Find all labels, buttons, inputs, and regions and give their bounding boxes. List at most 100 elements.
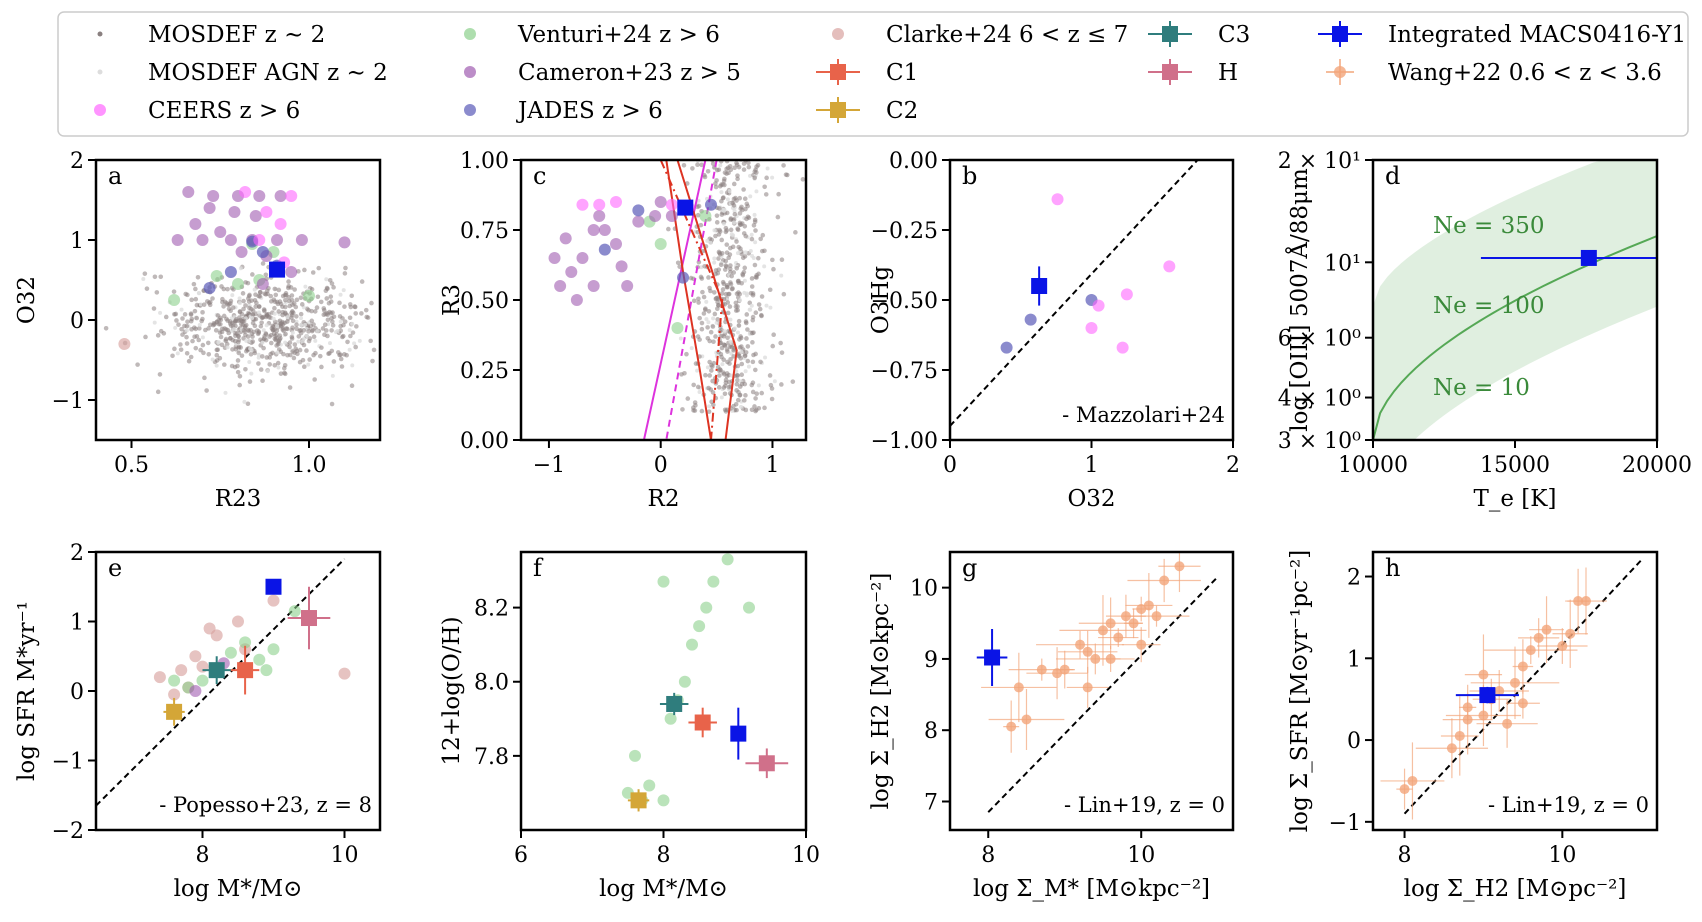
cameron-point bbox=[587, 224, 600, 236]
mosdef-point bbox=[193, 296, 199, 302]
mosdef-point bbox=[735, 373, 740, 378]
mosdef-point bbox=[733, 300, 739, 306]
mosdef-point bbox=[729, 273, 734, 279]
mosdef-point bbox=[746, 160, 751, 166]
cameron-point bbox=[654, 196, 667, 208]
mosdef-point bbox=[222, 362, 227, 367]
mosdef-point bbox=[706, 275, 711, 280]
mosdef-point bbox=[721, 178, 727, 184]
mosdef-point bbox=[309, 318, 315, 324]
mosdef-point bbox=[275, 360, 281, 366]
mosdef-point bbox=[700, 289, 705, 295]
agn-point bbox=[256, 355, 261, 360]
mosdef-point bbox=[282, 363, 288, 368]
mosdef-point bbox=[733, 154, 738, 159]
agn-point bbox=[726, 154, 730, 158]
agn-point bbox=[729, 351, 734, 356]
mosdef-point bbox=[748, 290, 754, 296]
agn-point bbox=[299, 323, 304, 328]
mosdef-point bbox=[703, 306, 708, 311]
mosdef-point bbox=[737, 211, 743, 216]
x-tick-label: 8 bbox=[196, 843, 210, 868]
mosdef-point bbox=[739, 361, 745, 367]
mosdef-point bbox=[717, 144, 722, 149]
mosdef-point bbox=[734, 239, 739, 244]
y-tick-label: −1.00 bbox=[871, 429, 938, 454]
mosdef-point bbox=[685, 396, 691, 401]
mosdef-point bbox=[283, 292, 289, 298]
cameron-point bbox=[295, 234, 308, 246]
mosdef-point bbox=[324, 311, 330, 316]
mosdef-point bbox=[718, 154, 723, 159]
mosdef-point bbox=[739, 344, 744, 349]
mosdef-point bbox=[199, 318, 204, 324]
ceers-point bbox=[1085, 322, 1098, 334]
y-axis-label: log Σ_H2 [M⊙kpc⁻²] bbox=[868, 573, 894, 810]
mosdef-point bbox=[776, 191, 781, 197]
mosdef-point bbox=[263, 337, 269, 343]
mosdef-point bbox=[279, 320, 284, 326]
mosdef-point bbox=[721, 371, 727, 377]
wang-point bbox=[1013, 682, 1024, 693]
mosdef-point bbox=[696, 300, 701, 305]
agn-point bbox=[719, 395, 724, 400]
legend-entry: C1 bbox=[816, 59, 918, 86]
plot-area bbox=[976, 552, 1219, 813]
mosdef-point bbox=[179, 326, 184, 332]
agn-point bbox=[712, 260, 717, 265]
mosdef-point bbox=[778, 340, 783, 346]
mosdef-point bbox=[243, 303, 248, 308]
mosdef-point bbox=[738, 335, 744, 341]
mosdef-point bbox=[155, 389, 161, 395]
mosdef-point bbox=[277, 299, 283, 304]
clarke-point bbox=[168, 688, 181, 701]
mosdef-point bbox=[675, 260, 681, 266]
x-tick-label: 10000 bbox=[1338, 453, 1408, 478]
x-axis-label: log Σ_M* [M⊙kpc⁻²] bbox=[973, 876, 1210, 902]
mosdef-point bbox=[222, 299, 228, 305]
mosdef-point bbox=[214, 347, 220, 353]
reference-label: - Lin+19, z = 0 bbox=[1488, 793, 1649, 817]
mosdef-point bbox=[182, 312, 188, 317]
mosdef-point bbox=[152, 274, 158, 280]
legend-entry: Integrated MACS0416-Y1 bbox=[1318, 21, 1686, 48]
mosdef-point bbox=[725, 349, 730, 354]
mosdef-point bbox=[709, 362, 714, 368]
mosdef-point bbox=[174, 318, 179, 323]
mosdef-point bbox=[733, 154, 738, 159]
agn-point bbox=[684, 144, 688, 148]
y-tick-label: 1 bbox=[70, 229, 84, 254]
ceers-point bbox=[239, 186, 252, 198]
mosdef-point bbox=[750, 314, 756, 320]
mosdef-point bbox=[285, 326, 290, 332]
mosdef-point bbox=[272, 286, 278, 292]
mosdef-point bbox=[290, 318, 296, 324]
mosdef-point bbox=[716, 256, 721, 261]
integrated-marker bbox=[984, 649, 1001, 666]
mosdef-point bbox=[754, 391, 760, 396]
ceers-point bbox=[1092, 299, 1105, 312]
agn-point bbox=[734, 155, 738, 159]
mosdef-point bbox=[285, 319, 290, 324]
cameron-point bbox=[171, 234, 184, 246]
agn-point bbox=[756, 383, 761, 388]
cameron-point bbox=[615, 260, 628, 273]
venturi-point bbox=[288, 605, 301, 618]
y-tick-label: 0 bbox=[70, 680, 84, 705]
mosdef-point bbox=[708, 146, 713, 151]
magenta-solid-line bbox=[642, 160, 707, 440]
mosdef-point bbox=[679, 372, 684, 377]
mosdef-point bbox=[369, 300, 374, 306]
mosdef-point bbox=[301, 328, 307, 333]
agn-point bbox=[689, 346, 694, 351]
agn-point bbox=[704, 299, 709, 304]
venturi-point bbox=[168, 294, 181, 306]
mosdef-point bbox=[717, 206, 722, 211]
mosdef-point bbox=[697, 337, 702, 342]
x-tick-label: 1 bbox=[765, 453, 779, 478]
mosdef-point bbox=[243, 367, 248, 372]
jades-point bbox=[705, 198, 717, 211]
mosdef-point bbox=[186, 358, 192, 364]
mosdef-point bbox=[239, 353, 245, 358]
mosdef-point bbox=[222, 326, 227, 331]
